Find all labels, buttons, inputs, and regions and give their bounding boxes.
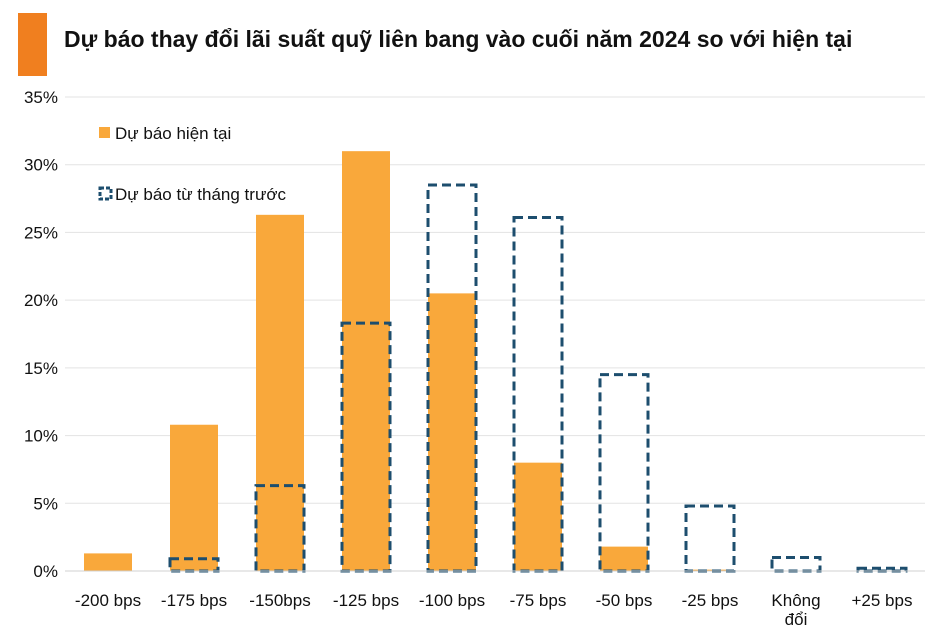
y-tick-label: 25%	[24, 223, 58, 242]
chart-title: Dự báo thay đổi lãi suất quỹ liên bang v…	[64, 26, 853, 52]
legend-swatch-current	[99, 127, 110, 138]
bar-current	[514, 462, 562, 571]
bar-current	[256, 214, 304, 571]
bar-current	[170, 424, 218, 571]
x-tick-label: Không	[771, 591, 820, 610]
y-tick-label: 30%	[24, 156, 58, 175]
x-axis-ticks: -200 bps -175 bps -150bps -125 bps -100 bps -…	[75, 591, 913, 629]
legend-swatch-previous	[98, 186, 113, 201]
x-tick-label: đổi	[785, 610, 808, 629]
bar-current	[84, 553, 132, 571]
bar-previous	[770, 555, 822, 573]
y-axis-ticks: 0% 5% 10% 15% 20% 25% 30% 35%	[24, 88, 58, 581]
x-tick-label: -25 bps	[682, 591, 739, 610]
bar-current	[428, 293, 476, 571]
legend-label-previous: Dự báo từ tháng trước	[115, 185, 286, 204]
y-tick-label: 35%	[24, 88, 58, 107]
bar-previous	[340, 321, 392, 573]
bar-current	[600, 546, 648, 571]
x-tick-label: -175 bps	[161, 591, 227, 610]
x-tick-label: -75 bps	[510, 591, 567, 610]
y-tick-label: 15%	[24, 359, 58, 378]
bar-current	[686, 569, 734, 571]
y-tick-label: 5%	[33, 494, 58, 513]
x-tick-label: -125 bps	[333, 591, 399, 610]
x-tick-label: -50 bps	[596, 591, 653, 610]
x-tick-label: -100 bps	[419, 591, 485, 610]
y-tick-label: 20%	[24, 291, 58, 310]
bar-previous	[684, 504, 736, 573]
title-accent-bar	[18, 13, 47, 76]
bar-previous	[426, 183, 478, 573]
legend: Dự báo hiện tại Dự báo từ tháng trước	[98, 124, 286, 204]
bar-current	[342, 151, 390, 571]
y-tick-label: 10%	[24, 427, 58, 446]
x-tick-label: -150bps	[249, 591, 310, 610]
legend-label-current: Dự báo hiện tại	[115, 124, 231, 143]
series-current-bars	[84, 151, 734, 571]
bar-previous	[598, 373, 650, 573]
x-tick-label: -200 bps	[75, 591, 141, 610]
y-tick-label: 0%	[33, 562, 58, 581]
x-tick-label: +25 bps	[852, 591, 913, 610]
